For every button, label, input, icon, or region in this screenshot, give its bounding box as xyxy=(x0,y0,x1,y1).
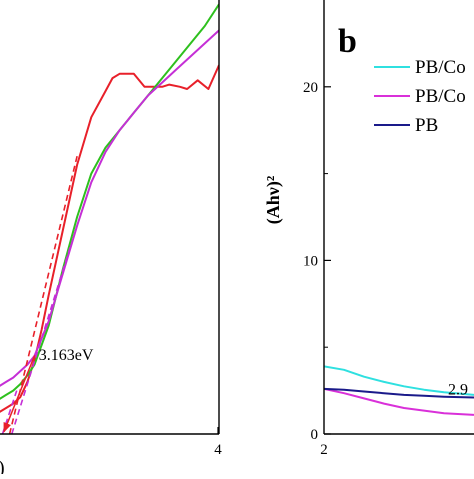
panel-a-series-line-2 xyxy=(0,29,219,387)
panel-b-x-ticks: 2 xyxy=(320,442,328,458)
panel-b-legend-label-2: PB xyxy=(415,115,438,136)
panel-b-y-tick-label-2: 20 xyxy=(303,80,318,96)
panel-a-tangent-line-2 xyxy=(1,390,18,434)
panel-b: 0 10 20 2 b (Ahν)² PB/Co PB/Co PB 2.9 xyxy=(263,0,474,458)
panel-b-y-ticks: 0 10 20 xyxy=(303,80,331,443)
panel-a-x-tick-label-0: 4 xyxy=(214,442,222,458)
panel-a-annotation-arrow-0 xyxy=(3,354,36,433)
panel-a-series-line-1 xyxy=(0,3,219,400)
panel-b-annotation-text-0: 2.9 xyxy=(448,382,468,399)
panel-b-y-tick-label-1: 10 xyxy=(303,253,318,269)
panel-b-x-tick-label-0: 2 xyxy=(320,442,328,458)
panel-a-x-ticks: 4 xyxy=(214,427,222,458)
panel-b-series-line-2 xyxy=(324,387,474,399)
panel-a-series-line-0 xyxy=(0,64,219,413)
panel-b-y-tick-label-0: 0 xyxy=(311,427,319,443)
panel-a-tangents xyxy=(1,156,78,434)
panel-a-tangent-line-0 xyxy=(8,156,78,434)
panel-b-legend: PB/Co PB/Co PB xyxy=(374,57,466,136)
panel-a-tangent-line-1 xyxy=(11,247,71,434)
panel-b-series-line-1 xyxy=(324,387,474,416)
panel-a-xlabel-fragment: ) xyxy=(0,457,5,474)
panel-a-annotation-text-0: 3.163eV xyxy=(39,347,94,364)
panel-b-legend-label-1: PB/Co xyxy=(415,86,466,107)
panel-b-series-line-0 xyxy=(324,365,474,396)
panel-b-annotation: 2.9 xyxy=(448,382,468,399)
panel-b-legend-label-0: PB/Co xyxy=(415,57,466,78)
panel-a-series xyxy=(0,3,219,413)
panel-a-annotation: 3.163eV xyxy=(3,347,94,433)
panel-b-ylabel: (Ahν)² xyxy=(263,176,284,224)
panel-b-series xyxy=(324,365,474,416)
panel-a: 4 ) 3.163eV xyxy=(0,0,222,479)
panel-b-letter: b xyxy=(338,23,357,60)
